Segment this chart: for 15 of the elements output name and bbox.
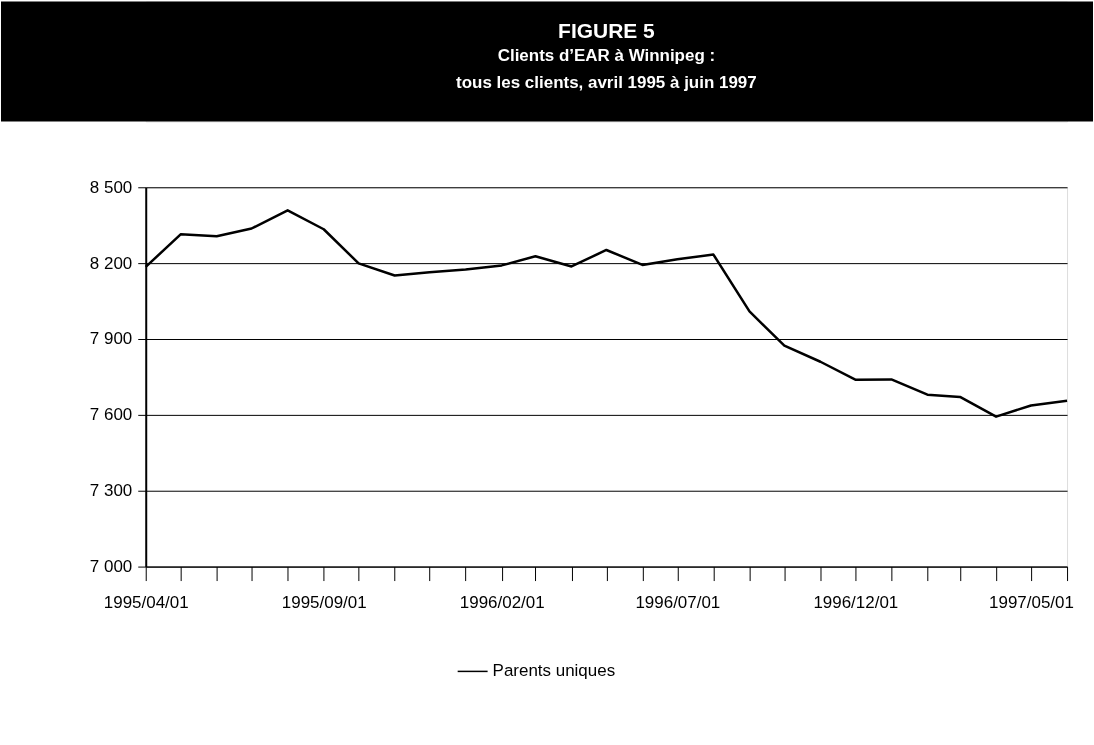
chart-title: FIGURE 5 <box>558 18 656 42</box>
y-tick-label: 7 900 <box>89 329 133 349</box>
x-tick-label: 1996/12/01 <box>813 593 899 613</box>
y-tick-label: 7 000 <box>89 557 133 577</box>
x-tick-label: 1996/07/01 <box>635 593 721 613</box>
x-tick-label: 1995/04/01 <box>103 593 189 613</box>
y-tick-label: 7 600 <box>89 405 133 425</box>
chart-subtitle: Clients d’EAR à Winnipeg : tous les clients, avril 1995 à juin 1997 <box>456 45 757 93</box>
x-tick-label: 1997/05/01 <box>989 593 1074 613</box>
y-tick-label: 7 300 <box>89 481 133 501</box>
x-tick-label: 1995/09/01 <box>281 593 367 613</box>
legend-label: Parents uniques <box>492 661 616 681</box>
y-tick-label: 8 200 <box>89 253 133 273</box>
y-tick-label: 8 500 <box>89 177 133 197</box>
x-tick-label: 1996/02/01 <box>459 593 545 613</box>
